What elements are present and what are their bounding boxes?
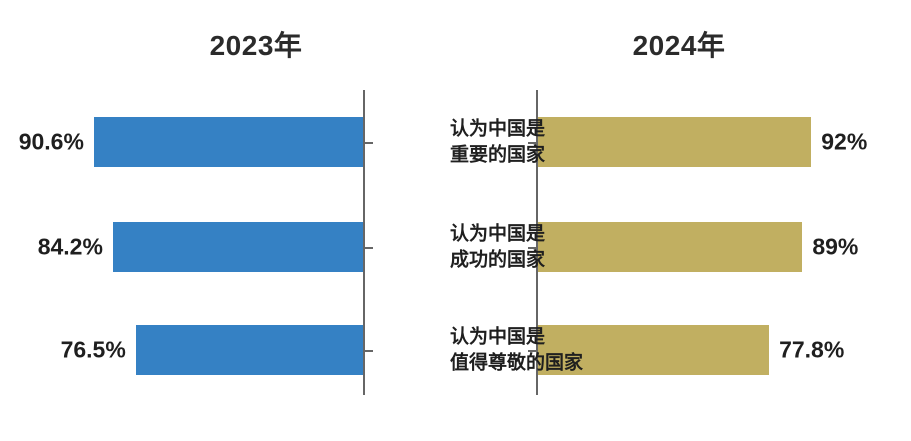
value-label-2023-row-3: 76.5% bbox=[60, 336, 126, 363]
bar-2024-row-2 bbox=[538, 222, 803, 272]
value-label-2024-row-3: 77.8% bbox=[779, 336, 845, 363]
value-label-2023-row-2: 84.2% bbox=[37, 233, 103, 260]
panel-title-2023: 2023年 bbox=[209, 30, 303, 61]
bar-2023-row-2 bbox=[112, 222, 363, 272]
bar-2023-row-1 bbox=[93, 117, 363, 167]
axis-tick-left-1 bbox=[365, 142, 373, 144]
panel-title-2024: 2024年 bbox=[632, 30, 726, 61]
value-label-2024-row-2: 89% bbox=[812, 233, 859, 260]
value-label-2023-row-1: 90.6% bbox=[18, 128, 84, 155]
bar-2023-row-3 bbox=[135, 325, 363, 375]
bar-2024-row-1 bbox=[538, 117, 812, 167]
axis-tick-right-2 bbox=[528, 247, 536, 249]
axis-tick-left-2 bbox=[365, 247, 373, 249]
axis-tick-left-3 bbox=[365, 350, 373, 352]
axis-line-right bbox=[536, 90, 538, 395]
bar-2024-row-3 bbox=[538, 325, 770, 375]
axis-tick-right-3 bbox=[528, 350, 536, 352]
value-label-2024-row-1: 92% bbox=[821, 128, 868, 155]
axis-tick-right-1 bbox=[528, 142, 536, 144]
axis-line-left bbox=[363, 90, 365, 395]
